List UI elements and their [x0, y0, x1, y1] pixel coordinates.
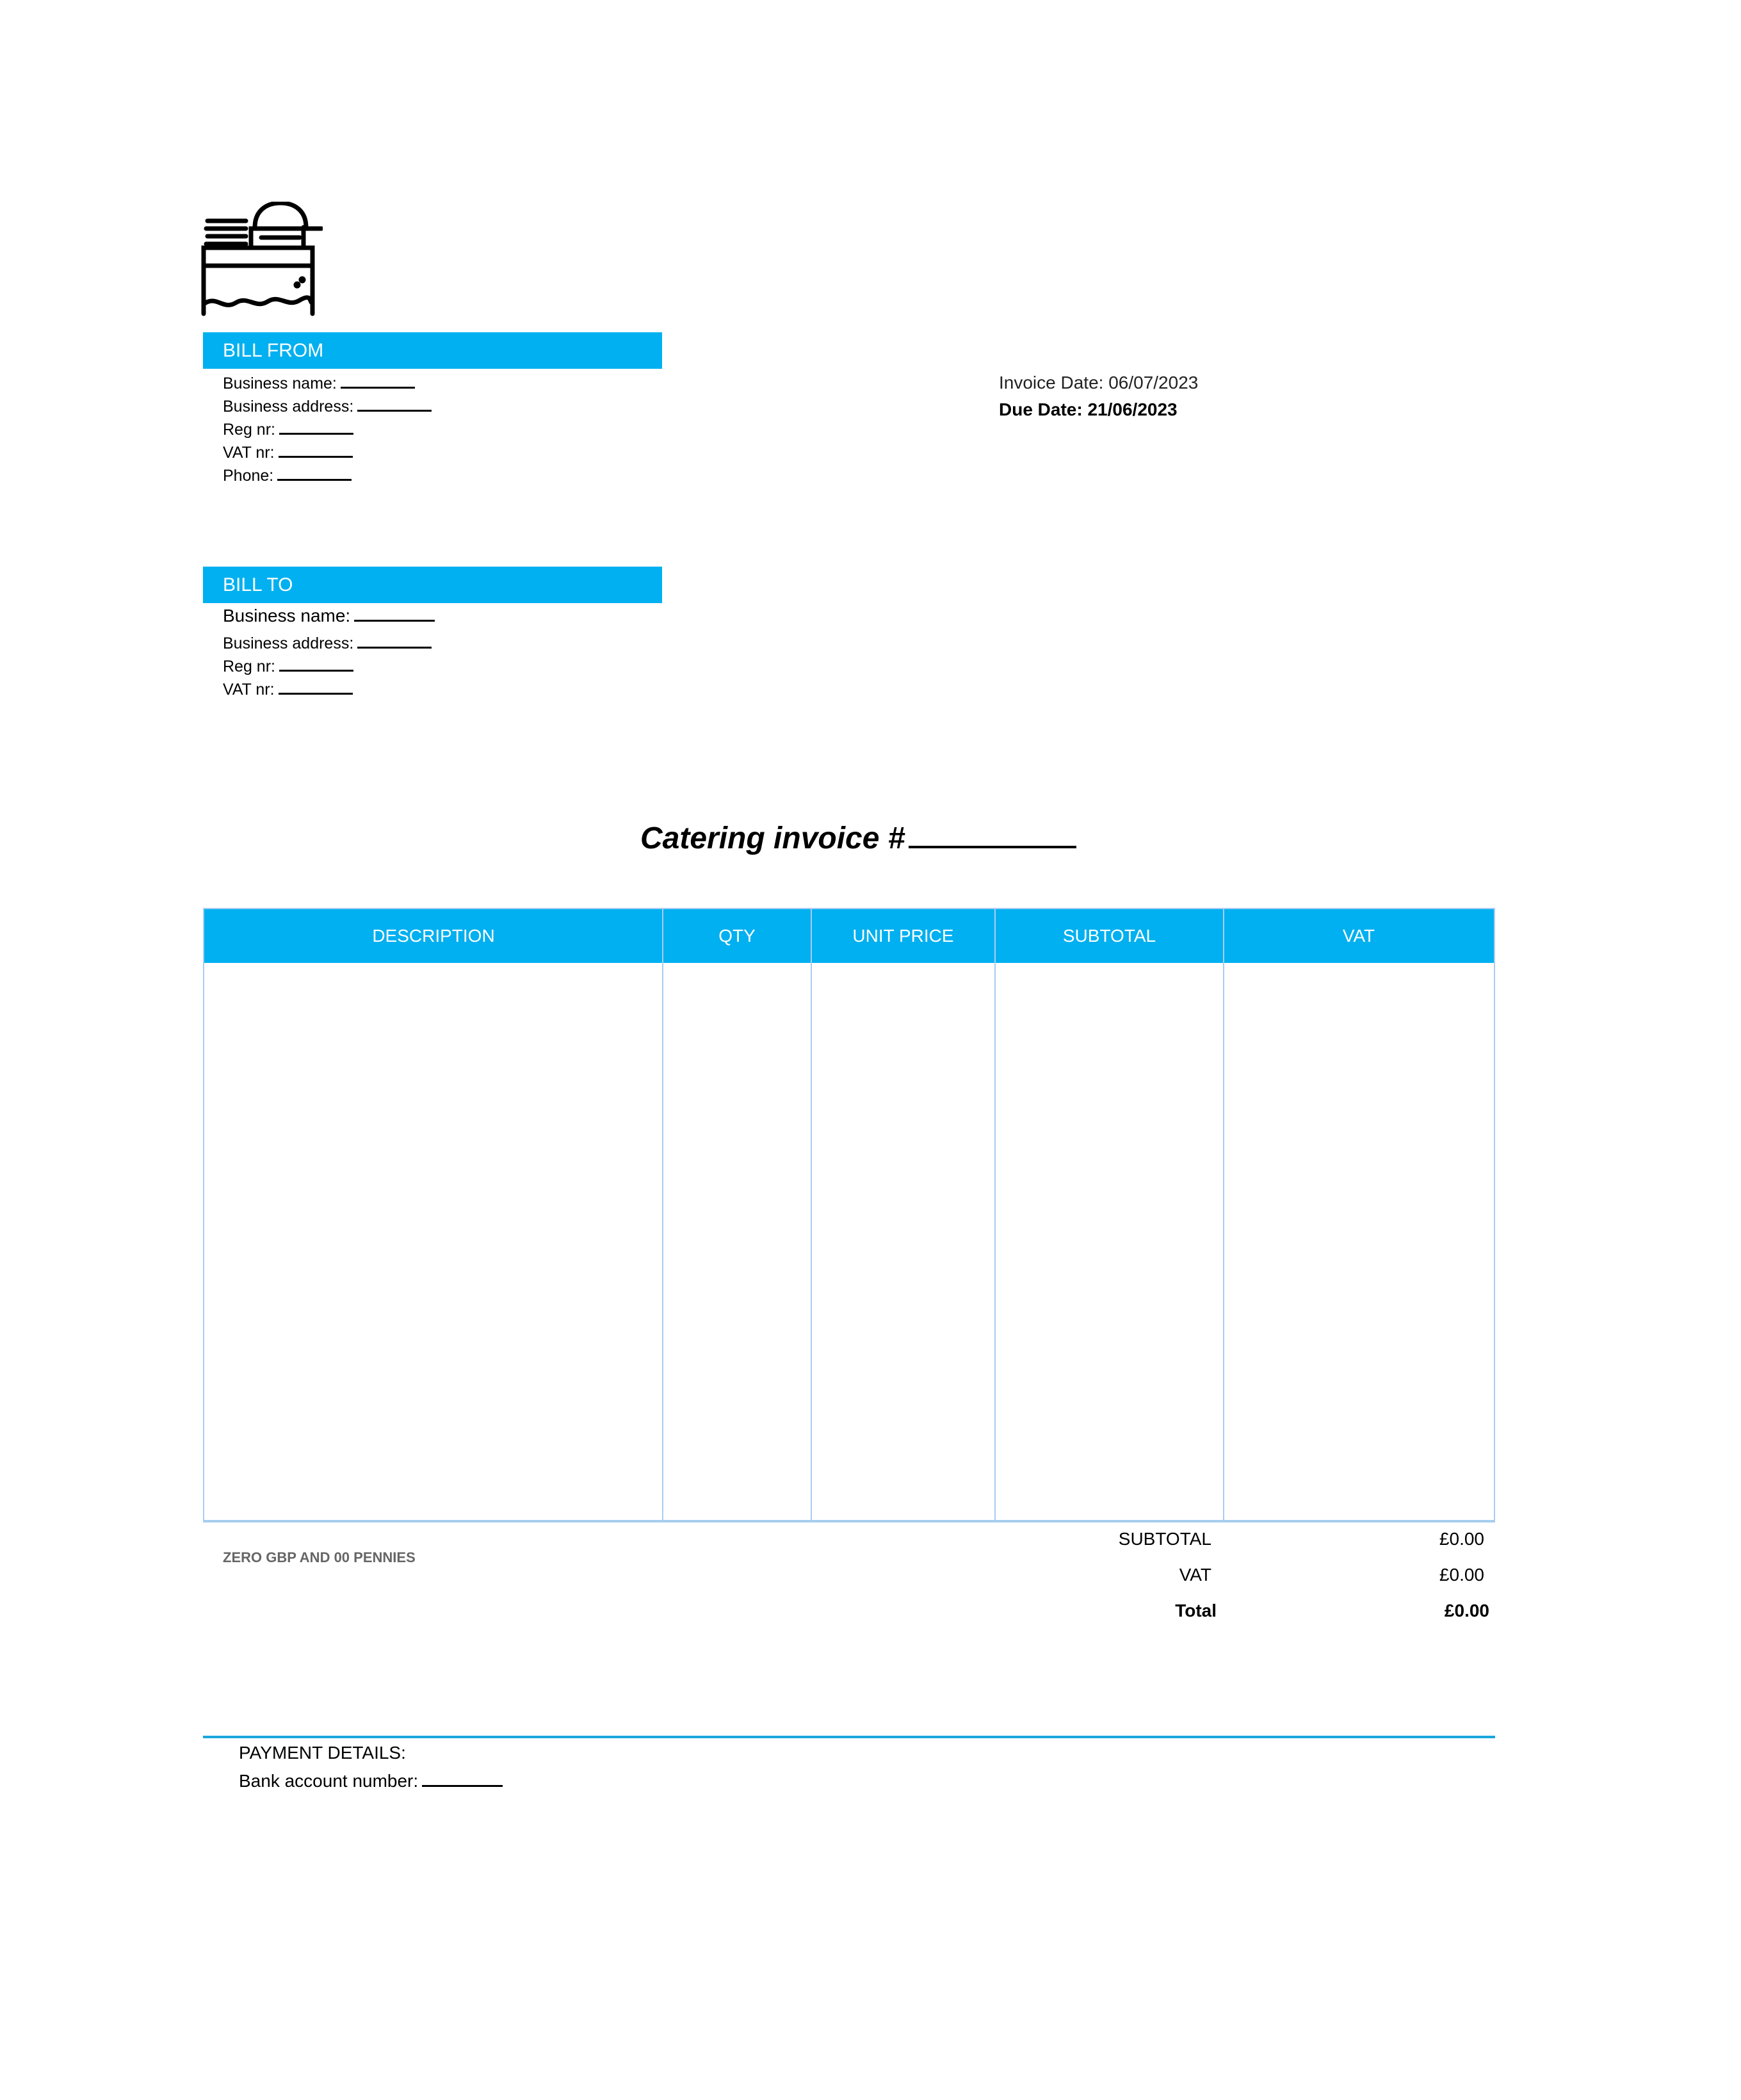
col-qty: QTY	[718, 926, 756, 946]
bill-from-header: BILL FROM	[203, 332, 662, 369]
bill-from-reg-nr[interactable]: Reg nr:	[223, 420, 353, 439]
invoice-number-blank[interactable]	[909, 823, 1077, 848]
column-divider	[994, 909, 996, 1520]
vat-value: £0.00	[1439, 1565, 1484, 1585]
field-label: Business name:	[223, 606, 351, 626]
line-items-table: DESCRIPTION QTY UNIT PRICE SUBTOTAL VAT	[203, 908, 1495, 1522]
column-divider	[662, 909, 663, 1520]
payment-details-title: PAYMENT DETAILS:	[239, 1743, 406, 1763]
field-label: Phone:	[223, 467, 274, 485]
subtotal-label: SUBTOTAL	[1118, 1529, 1211, 1549]
vat-label: VAT	[1179, 1565, 1211, 1585]
total-label: Total	[1175, 1601, 1217, 1620]
invoice-date: Invoice Date: 06/07/2023	[999, 373, 1199, 392]
due-date: Due Date: 21/06/2023	[999, 400, 1178, 419]
field-label: VAT nr:	[223, 681, 275, 699]
col-description: DESCRIPTION	[372, 926, 495, 946]
field-label: VAT nr:	[223, 444, 275, 462]
bill-to-business-address[interactable]: Business address:	[223, 634, 432, 653]
field-label: Business address:	[223, 634, 354, 652]
bill-to-reg-nr[interactable]: Reg nr:	[223, 657, 353, 676]
bank-account-label: Bank account number:	[239, 1771, 419, 1791]
col-vat: VAT	[1342, 926, 1375, 946]
bill-to-business-name[interactable]: Business name:	[223, 606, 435, 626]
bank-account-field[interactable]: Bank account number:	[239, 1771, 503, 1791]
total-value: £0.00	[1444, 1601, 1489, 1620]
subtotal-value: £0.00	[1439, 1529, 1484, 1549]
field-label: Reg nr:	[223, 658, 275, 675]
col-unit-price: UNIT PRICE	[852, 926, 954, 946]
bill-from-business-address[interactable]: Business address:	[223, 397, 432, 416]
bill-to-vat-nr[interactable]: VAT nr:	[223, 680, 353, 699]
bill-from-vat-nr[interactable]: VAT nr:	[223, 443, 353, 462]
bill-to-header: BILL TO	[203, 567, 662, 603]
col-subtotal: SUBTOTAL	[1062, 926, 1156, 946]
bill-from-phone[interactable]: Phone:	[223, 466, 352, 485]
field-label: Business name:	[223, 375, 337, 392]
bill-from-business-name[interactable]: Business name:	[223, 374, 415, 393]
payment-divider	[203, 1736, 1495, 1738]
catering-buffet-icon	[201, 202, 323, 316]
invoice-title: Catering invoice #	[640, 821, 1077, 856]
field-label: Reg nr:	[223, 421, 275, 439]
field-label: Business address:	[223, 398, 354, 416]
column-divider	[811, 909, 812, 1520]
invoice-title-text: Catering invoice #	[640, 821, 905, 855]
amount-in-words: ZERO GBP AND 00 PENNIES	[223, 1549, 416, 1565]
column-divider	[1223, 909, 1224, 1520]
table-header: DESCRIPTION QTY UNIT PRICE SUBTOTAL VAT	[204, 909, 1494, 963]
